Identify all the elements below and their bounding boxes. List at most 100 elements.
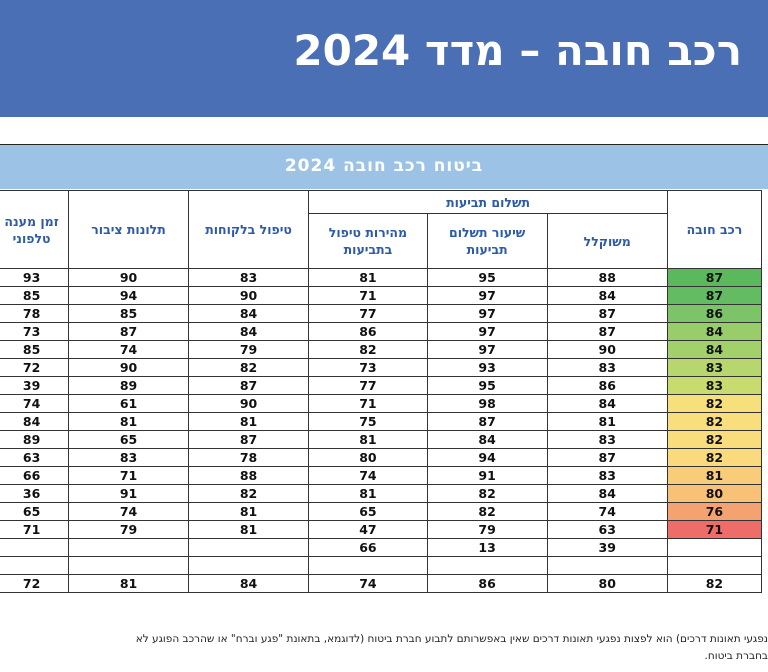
cell-response-time: 89 [0, 430, 70, 449]
cell-customer-service: 82 [187, 484, 310, 503]
header-claims-speed[interactable]: מהירות טיפול בתביעות [308, 213, 428, 269]
cell-customer-service: 87 [187, 430, 310, 449]
cell-response-time: 78 [0, 304, 70, 323]
cell-customer-service: 81 [187, 520, 310, 539]
table-row: 85 94 90 71 97 84 87 [0, 286, 763, 305]
spacer-cell [546, 556, 668, 575]
cell-customer-service: 83 [187, 268, 310, 287]
cell-response-time: 36 [0, 484, 70, 503]
cell-overall: 82 [666, 430, 763, 449]
cell-public-complaints: 89 [68, 376, 189, 395]
cell-weighted: 84 [546, 286, 668, 305]
cell-claims-payment-rate: 82 [426, 484, 548, 503]
cell-public-complaints: 90 [68, 268, 189, 287]
header-claims-payment-rate[interactable]: שיעור תשלום תביעות [426, 213, 548, 269]
average-response-time: 72 [0, 574, 70, 593]
cell-weighted: 83 [546, 466, 668, 485]
cell-weighted: 84 [546, 484, 668, 503]
cell-weighted: 87 [546, 448, 668, 467]
cell-response-time: 65 [0, 502, 70, 521]
cell-weighted: 90 [546, 340, 668, 359]
cell-overall: 83 [666, 376, 763, 395]
cell-response-time: 63 [0, 448, 70, 467]
table-row: 72 90 82 73 93 83 83 [0, 358, 763, 377]
table-row: 63 83 78 80 94 87 82 [0, 448, 763, 467]
header-customer-service[interactable]: טיפול בלקוחות [187, 190, 310, 269]
cell-public-complaints: 91 [68, 484, 189, 503]
cell-public-complaints: 83 [68, 448, 189, 467]
spacer-cell [426, 556, 548, 575]
average-row: 72 81 84 74 86 80 82 [0, 574, 763, 593]
header-overall[interactable]: רכב חובה [666, 190, 763, 269]
cell-claims-payment-rate: 97 [426, 286, 548, 305]
table-row: 74 61 90 71 98 84 82 [0, 394, 763, 413]
cell-response-time [0, 538, 70, 557]
cell-response-time: 39 [0, 376, 70, 395]
cell-claims-speed: 86 [308, 322, 428, 341]
cell-customer-service [187, 538, 310, 557]
cell-claims-payment-rate: 98 [426, 394, 548, 413]
cell-claims-speed: 77 [308, 304, 428, 323]
cell-response-time: 84 [0, 412, 70, 431]
cell-claims-speed: 80 [308, 448, 428, 467]
cell-public-complaints: 61 [68, 394, 189, 413]
table-row: 89 65 87 81 84 83 82 [0, 430, 763, 449]
cell-customer-service: 90 [187, 286, 310, 305]
table-row: 93 90 83 81 95 88 87 [0, 268, 763, 287]
cell-overall: 82 [666, 394, 763, 413]
spacer-cell [187, 556, 310, 575]
cell-customer-service: 90 [187, 394, 310, 413]
cell-customer-service: 81 [187, 502, 310, 521]
cell-claims-payment-rate: 93 [426, 358, 548, 377]
page-banner: רכב חובה – מדד 2024 [0, 0, 768, 117]
header-public-complaints[interactable]: תלונות ציבור [68, 190, 189, 269]
cell-public-complaints [68, 538, 189, 557]
cell-claims-speed: 73 [308, 358, 428, 377]
cell-overall: 80 [666, 484, 763, 503]
cell-customer-service: 84 [187, 322, 310, 341]
cell-claims-speed: 77 [308, 376, 428, 395]
cell-claims-payment-rate: 97 [426, 322, 548, 341]
header-weighted[interactable]: משוקלל [546, 213, 668, 269]
table-title: ביטוח רכב חובה 2024 [284, 156, 484, 176]
cell-public-complaints: 74 [68, 502, 189, 521]
cell-claims-speed: 47 [308, 520, 428, 539]
cell-claims-speed: 65 [308, 502, 428, 521]
average-claims-speed: 74 [308, 574, 428, 593]
cell-weighted: 88 [546, 268, 668, 287]
cell-response-time: 93 [0, 268, 70, 287]
cell-overall: 71 [666, 520, 763, 539]
table-row: 71 79 81 47 79 63 71 [0, 520, 763, 539]
cell-customer-service: 88 [187, 466, 310, 485]
table-title-bar: ביטוח רכב חובה 2024 [0, 144, 768, 189]
cell-customer-service: 87 [187, 376, 310, 395]
cell-overall: 82 [666, 412, 763, 431]
table-row: 65 74 81 65 82 74 76 [0, 502, 763, 521]
table-row: 39 89 87 77 95 86 83 [0, 376, 763, 395]
header-claims-speed-label: מהירות טיפול בתביעות [328, 225, 408, 257]
page-title: רכב חובה – מדד 2024 [293, 26, 742, 75]
header-response-time[interactable]: זמן מענה טלפוני [0, 190, 70, 269]
cell-weighted: 63 [546, 520, 668, 539]
cell-weighted: 84 [546, 394, 668, 413]
cell-claims-payment-rate: 13 [426, 538, 548, 557]
cell-overall: 84 [666, 322, 763, 341]
spacer-cell [308, 556, 428, 575]
cell-customer-service: 81 [187, 412, 310, 431]
cell-customer-service: 79 [187, 340, 310, 359]
cell-public-complaints: 85 [68, 304, 189, 323]
cell-claims-payment-rate: 94 [426, 448, 548, 467]
cell-response-time: 74 [0, 394, 70, 413]
header-group-claims-payment: תשלום תביעות [308, 190, 668, 214]
ratings-table: זמן מענה טלפוני תלונות ציבור טיפול בלקוח… [0, 190, 763, 593]
cell-public-complaints: 71 [68, 466, 189, 485]
cell-overall: 82 [666, 448, 763, 467]
cell-public-complaints: 74 [68, 340, 189, 359]
cell-response-time: 72 [0, 358, 70, 377]
cell-response-time: 66 [0, 466, 70, 485]
cell-claims-payment-rate: 91 [426, 466, 548, 485]
table-row: 78 85 84 77 97 87 86 [0, 304, 763, 323]
cell-weighted: 87 [546, 322, 668, 341]
cell-customer-service: 84 [187, 304, 310, 323]
table-row: 36 91 82 81 82 84 80 [0, 484, 763, 503]
